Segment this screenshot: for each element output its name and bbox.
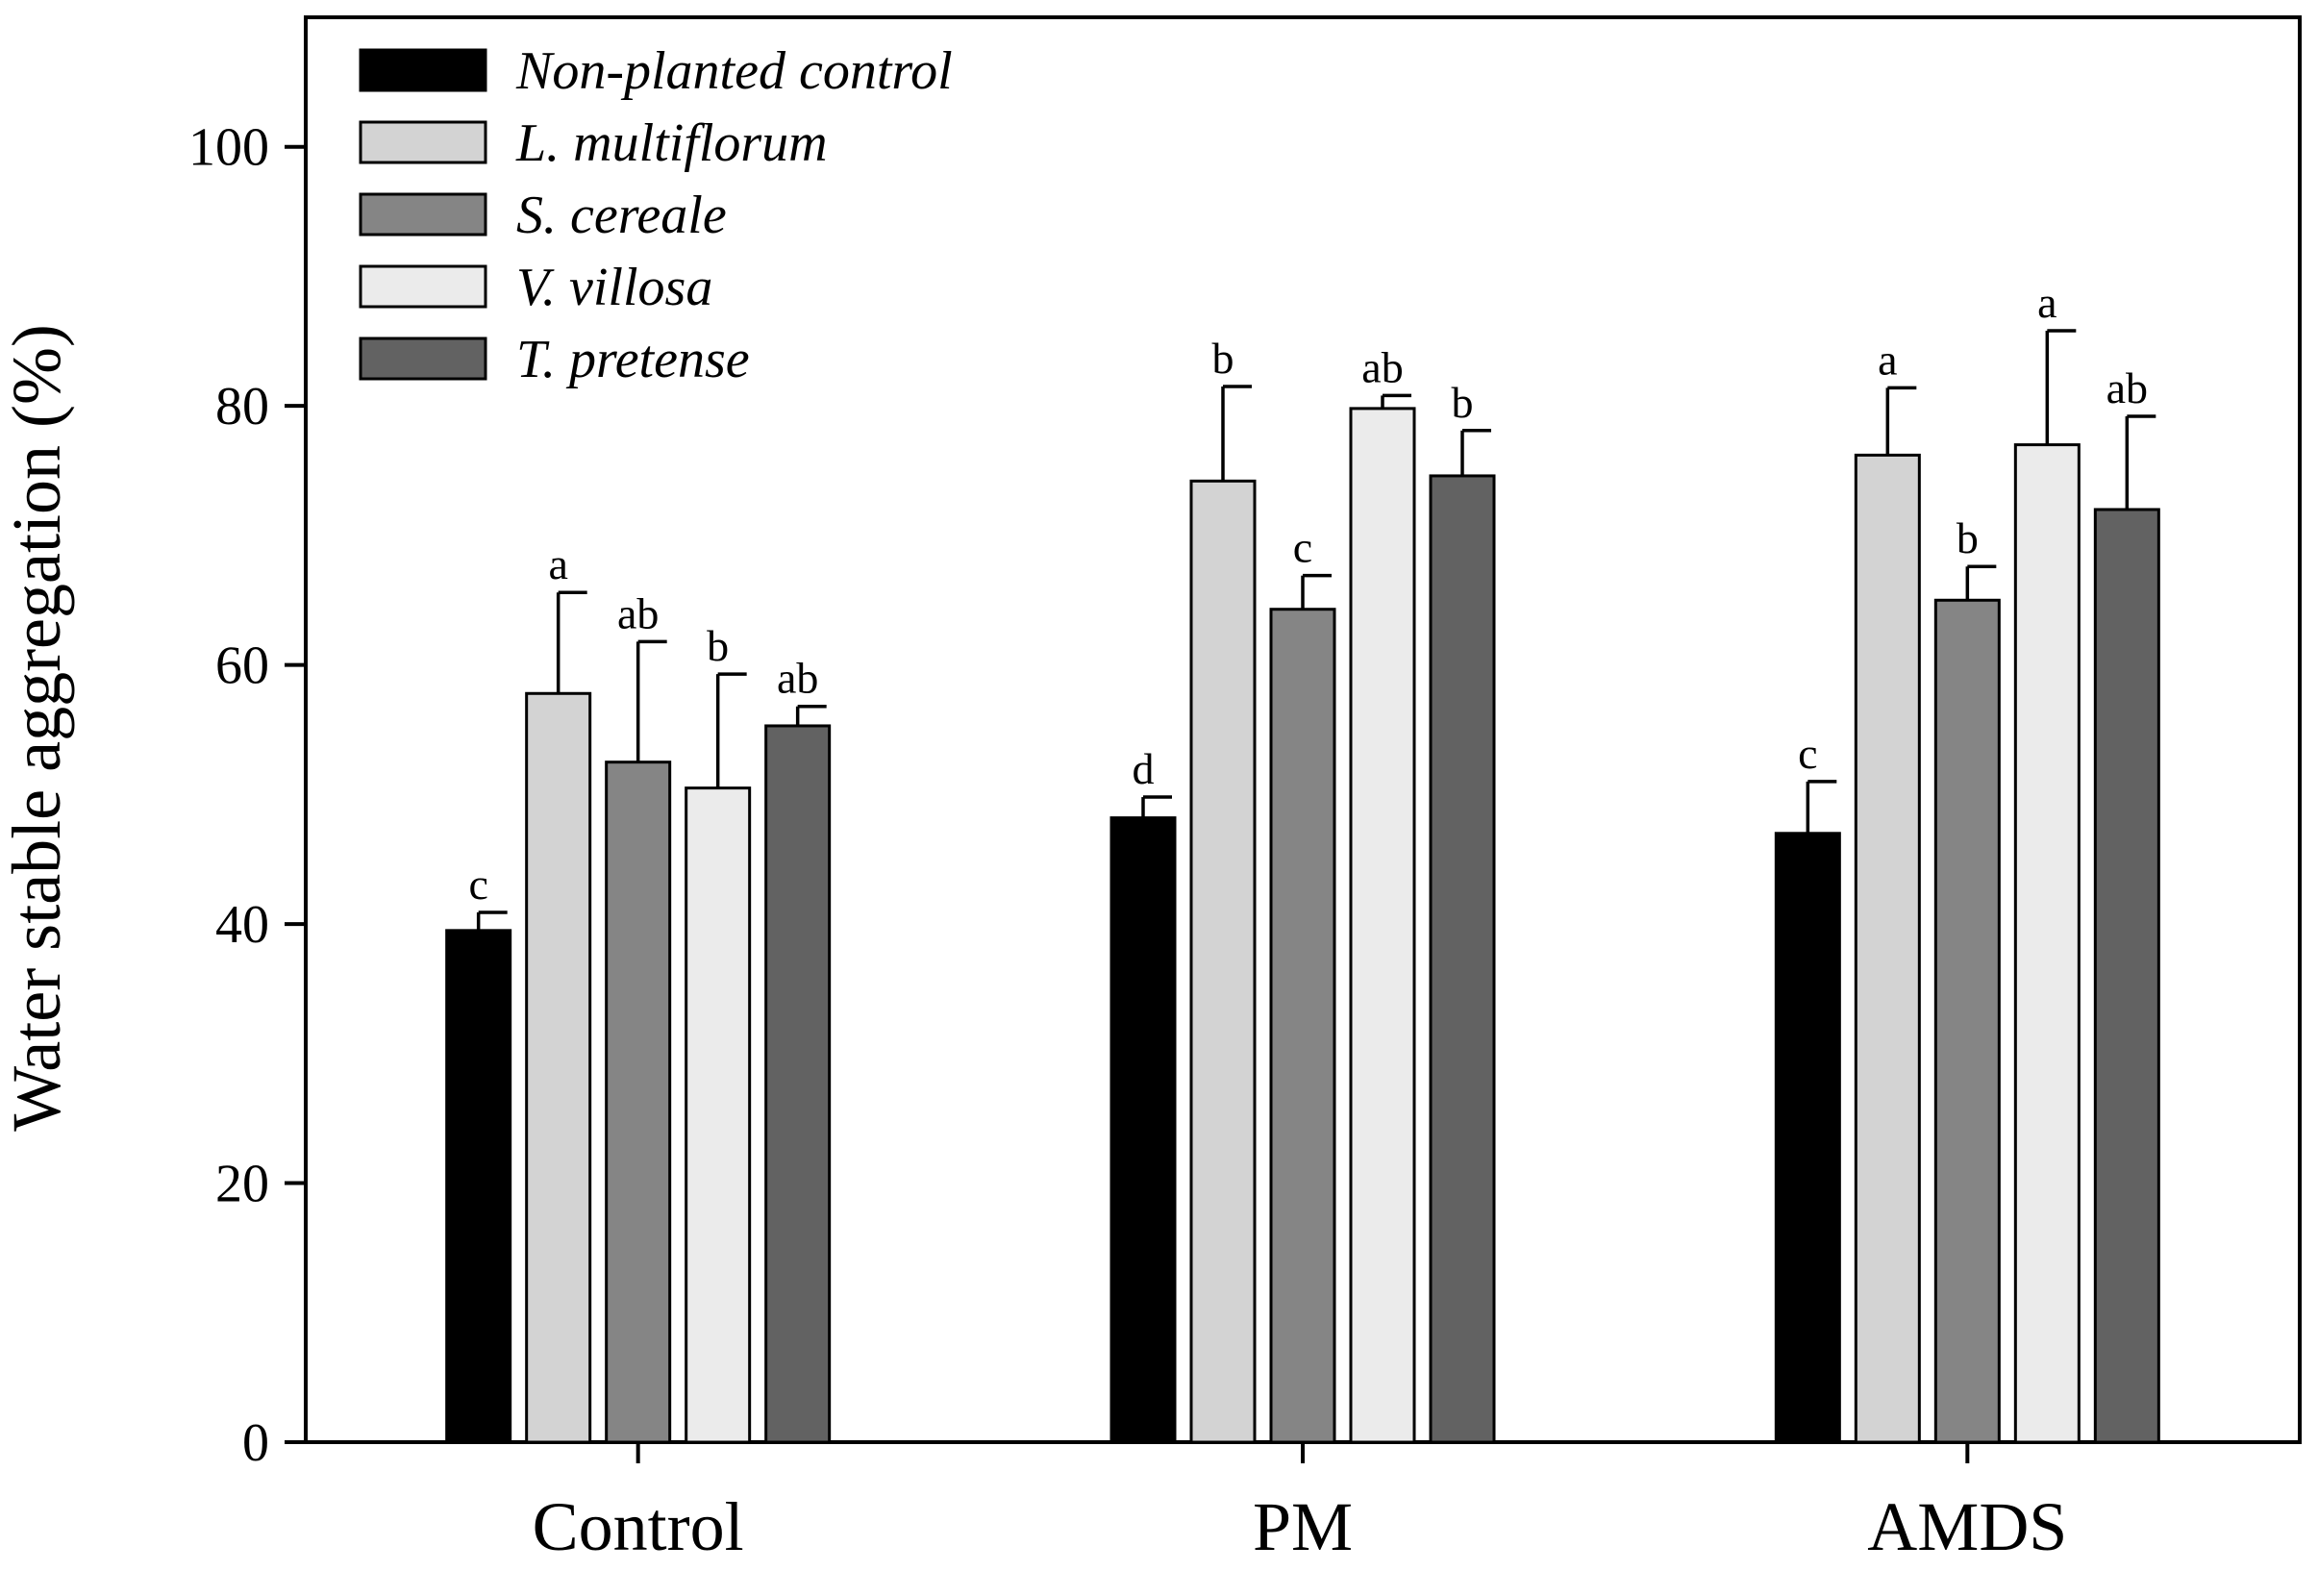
bar <box>1429 474 1496 1444</box>
bar <box>1933 598 2001 1444</box>
x-axis: Control PM AMDS <box>533 1442 2067 1565</box>
x-category-label: AMDS <box>1867 1488 2067 1565</box>
y-tick-label: 0 <box>242 1413 269 1473</box>
significance-letter: c <box>1798 729 1817 778</box>
significance-letter: c <box>1293 523 1312 572</box>
legend-swatch <box>359 48 487 92</box>
legend-entry-label: T. pretense <box>516 330 750 389</box>
legend-entry-label: L. multiflorum <box>515 113 828 173</box>
y-tick-label: 60 <box>215 636 269 696</box>
legend-swatch <box>359 337 487 381</box>
significance-letter: ab <box>1361 342 1403 391</box>
legend-swatch <box>359 192 487 237</box>
x-category-label: PM <box>1253 1488 1353 1565</box>
bar <box>764 724 832 1444</box>
y-tick-label: 80 <box>215 377 269 436</box>
bar <box>2093 508 2160 1444</box>
bar <box>1854 453 1921 1444</box>
legend-entry-label: Non-planted control <box>515 41 953 101</box>
y-axis-label: Water stable aggregation (%) <box>0 324 75 1132</box>
legend-entry-label: S. cereale <box>516 186 727 245</box>
bar <box>445 929 512 1444</box>
y-tick-label: 40 <box>215 895 269 955</box>
significance-letter: ab <box>617 588 659 637</box>
significance-letter: b <box>1957 513 1979 562</box>
significance-letter: d <box>1133 744 1155 793</box>
bar <box>1349 407 1416 1444</box>
significance-letter: c <box>468 860 487 909</box>
bar <box>605 761 672 1444</box>
bar <box>1774 832 1841 1444</box>
bar <box>2013 443 2081 1444</box>
significance-letter: a <box>1878 335 1897 384</box>
significance-letter: b <box>707 621 729 670</box>
significance-letter: ab <box>777 654 818 703</box>
bar <box>525 691 592 1444</box>
significance-letter: a <box>548 539 567 588</box>
bar <box>1269 608 1336 1444</box>
significance-letter: b <box>1452 378 1474 427</box>
bar <box>1109 816 1177 1444</box>
legend: Non-planted control L. multiflorum S. cere… <box>359 41 953 389</box>
bar <box>685 786 752 1444</box>
significance-letter: b <box>1212 334 1234 383</box>
y-tick-label: 20 <box>215 1155 269 1214</box>
y-tick-label: 100 <box>188 118 269 178</box>
bar <box>1189 479 1257 1444</box>
legend-swatch <box>359 120 487 164</box>
significance-letter: a <box>2037 278 2056 327</box>
legend-entry-label: V. villosa <box>516 258 712 317</box>
x-category-label: Control <box>533 1488 744 1565</box>
significance-letter: ab <box>2106 363 2148 412</box>
y-axis: 0 20 40 60 80 100 <box>188 118 306 1473</box>
legend-swatch <box>359 264 487 309</box>
